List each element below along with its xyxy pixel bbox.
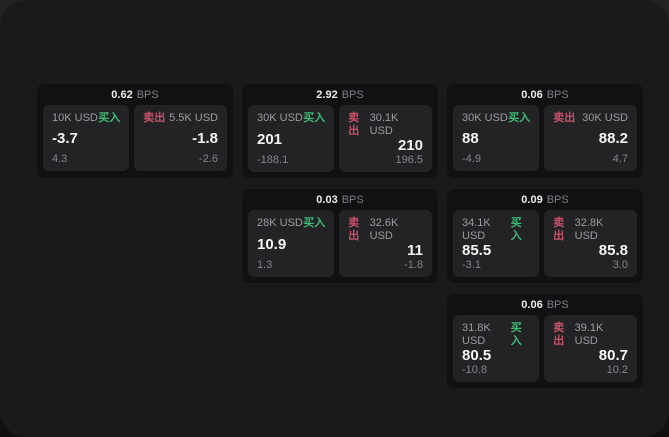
sell-panel[interactable]: 卖出 32.6K USD 11 -1.8 (339, 210, 432, 277)
sell-side-label: 卖出 (553, 322, 565, 347)
buy-panel[interactable]: 30K USD 买入 201 -188.1 (248, 105, 335, 172)
sell-size: 5.5K USD (169, 112, 218, 124)
spread-header: 2.92 BPS (248, 84, 432, 105)
sell-price: -1.8 (192, 130, 218, 147)
buy-size: 10K USD (52, 112, 98, 124)
buy-size: 30K USD (257, 112, 303, 124)
quote-card-grid: 0.62 BPS 10K USD 买入 -3.7 4.3 卖出 5.5K USD (37, 84, 643, 388)
buy-panel[interactable]: 34.1K USD 买入 85.5 -3.1 (453, 210, 540, 277)
quote-card: 0.62 BPS 10K USD 买入 -3.7 4.3 卖出 5.5K USD (37, 84, 233, 178)
spread-unit: BPS (341, 88, 364, 101)
buy-size: 31.8K USD (462, 322, 491, 347)
sell-size: 32.6K USD (369, 217, 399, 242)
sell-panel[interactable]: 卖出 30K USD 88.2 4.7 (544, 105, 637, 171)
sell-size: 39.1K USD (574, 322, 604, 347)
sell-panel[interactable]: 卖出 39.1K USD 80.7 10.2 (544, 315, 637, 382)
buy-change: 4.3 (52, 153, 68, 165)
spread-value: 0.62 (111, 88, 133, 101)
spread-unit: BPS (136, 88, 159, 101)
spread-value: 0.03 (316, 193, 338, 206)
spread-header: 0.09 BPS (453, 189, 637, 210)
buy-panel[interactable]: 28K USD 买入 10.9 1.3 (248, 210, 335, 277)
buy-side-label: 买入 (508, 112, 531, 124)
sell-change: 4.7 (612, 153, 628, 165)
buy-price: 10.9 (257, 235, 287, 253)
sell-change: -1.8 (404, 259, 423, 271)
sell-change: 10.2 (606, 364, 628, 376)
quote-card: 0.09 BPS 34.1K USD 买入 85.5 -3.1 卖出 32.8K… (447, 189, 643, 283)
sell-panel[interactable]: 卖出 5.5K USD -1.8 -2.6 (134, 105, 227, 171)
spread-unit: BPS (341, 193, 364, 206)
sell-side-label: 卖出 (553, 217, 565, 242)
sell-price: 11 (407, 242, 423, 259)
buy-size: 28K USD (257, 217, 303, 229)
buy-side-label: 买入 (510, 322, 522, 347)
buy-panel[interactable]: 31.8K USD 买入 80.5 -10.8 (453, 315, 540, 382)
spread-header: 0.06 BPS (453, 84, 637, 105)
buy-change: -10.8 (462, 364, 488, 376)
buy-panel[interactable]: 10K USD 买入 -3.7 4.3 (43, 105, 130, 171)
buy-size: 34.1K USD (462, 217, 491, 242)
buy-panel[interactable]: 30K USD 买入 88 -4.9 (453, 105, 540, 171)
buy-price: 201 (257, 130, 283, 148)
buy-price: 85.5 (462, 242, 492, 259)
sell-price: 85.8 (598, 242, 628, 259)
buy-price: 80.5 (462, 347, 492, 364)
spread-unit: BPS (546, 193, 569, 206)
sell-side-label: 卖出 (143, 112, 166, 124)
buy-change: -3.1 (462, 259, 481, 271)
sell-change: 196.5 (395, 154, 423, 166)
sell-size: 32.8K USD (574, 217, 604, 242)
buy-size: 30K USD (462, 112, 508, 124)
sell-side-label: 卖出 (348, 112, 360, 137)
quote-card: 0.03 BPS 28K USD 买入 10.9 1.3 卖出 32.6K US… (242, 189, 438, 283)
buy-side-label: 买入 (510, 217, 522, 242)
spread-unit: BPS (546, 298, 569, 311)
sell-side-label: 卖出 (553, 112, 576, 124)
spread-value: 2.92 (316, 88, 338, 101)
buy-side-label: 买入 (303, 112, 326, 124)
sell-price: 80.7 (598, 347, 628, 364)
sell-size: 30K USD (582, 112, 628, 124)
buy-change: 1.3 (257, 259, 273, 271)
buy-change: -188.1 (257, 154, 289, 166)
sell-panel[interactable]: 卖出 32.8K USD 85.8 3.0 (544, 210, 637, 277)
spread-header: 0.06 BPS (453, 294, 637, 315)
spread-value: 0.06 (521, 298, 543, 311)
sell-price: 210 (397, 137, 423, 154)
quote-card: 2.92 BPS 30K USD 买入 201 -188.1 卖出 30.1K … (242, 84, 438, 178)
spread-value: 0.06 (521, 88, 543, 101)
sell-panel[interactable]: 卖出 30.1K USD 210 196.5 (339, 105, 432, 172)
spread-header: 0.03 BPS (248, 189, 432, 210)
buy-price: 88 (462, 130, 479, 147)
buy-change: -4.9 (462, 153, 481, 165)
sell-change: -2.6 (199, 153, 218, 165)
sell-change: 3.0 (612, 259, 628, 271)
spread-value: 0.09 (521, 193, 543, 206)
quote-card: 0.06 BPS 31.8K USD 买入 80.5 -10.8 卖出 39.1… (447, 294, 643, 388)
buy-side-label: 买入 (98, 112, 121, 124)
buy-side-label: 买入 (303, 217, 326, 229)
sell-size: 30.1K USD (369, 112, 399, 137)
spread-unit: BPS (546, 88, 569, 101)
quote-card: 0.06 BPS 30K USD 买入 88 -4.9 卖出 30K USD (447, 84, 643, 178)
sell-side-label: 卖出 (348, 217, 360, 242)
spread-header: 0.62 BPS (43, 84, 227, 105)
buy-price: -3.7 (52, 130, 78, 147)
sell-price: 88.2 (598, 130, 628, 147)
